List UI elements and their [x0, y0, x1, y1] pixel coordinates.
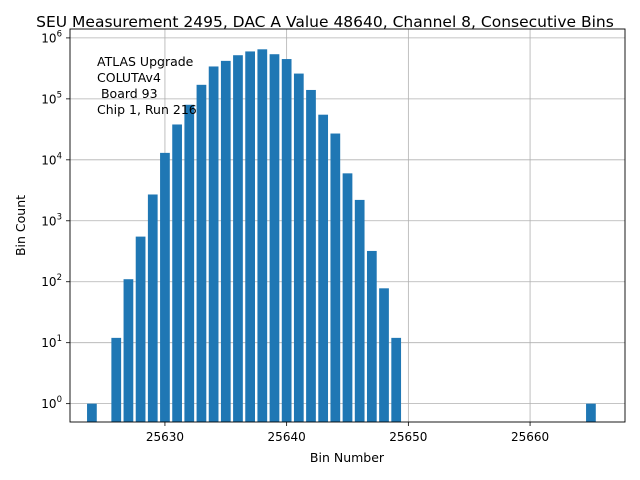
bars: [87, 49, 596, 423]
bar: [391, 337, 402, 422]
chart-title: SEU Measurement 2495, DAC A Value 48640,…: [36, 13, 614, 31]
bar: [220, 60, 231, 422]
y-tick-label: 105: [41, 90, 62, 106]
bar: [366, 250, 377, 422]
annotation-line: Board 93: [97, 86, 158, 101]
annotation-line: Chip 1, Run 216: [97, 102, 197, 117]
bar: [245, 51, 255, 423]
x-tick-label: 25630: [146, 430, 184, 444]
y-tick-label: 104: [41, 151, 62, 167]
y-tick-label: 106: [41, 29, 62, 45]
bar: [196, 84, 207, 422]
bar: [269, 54, 280, 423]
y-tick-label: 101: [41, 334, 62, 350]
bar: [342, 173, 353, 422]
bar: [586, 403, 596, 422]
x-axis-ticks: 25630 25640 25650 25660: [146, 422, 549, 444]
x-tick-label: 25660: [511, 430, 549, 444]
y-tick-label: 103: [41, 212, 62, 228]
bar: [87, 403, 97, 422]
y-axis-label: Bin Count: [13, 195, 28, 256]
annotation-line: ATLAS Upgrade: [97, 54, 194, 69]
bar: [123, 279, 134, 422]
bar: [293, 73, 304, 422]
bar: [233, 55, 243, 423]
annotation-line: COLUTAv4: [97, 70, 161, 85]
y-tick-label: 100: [41, 395, 62, 411]
bar: [257, 49, 268, 422]
bar: [172, 124, 182, 422]
bar: [318, 114, 329, 422]
bar: [160, 152, 170, 422]
y-axis-ticks: 100 101 102 103 104 105 106: [41, 29, 70, 411]
bar: [111, 337, 122, 422]
plot-frame: [69, 28, 626, 423]
bar: [208, 66, 219, 422]
bar: [379, 288, 389, 422]
x-tick-label: 25650: [389, 430, 427, 444]
bar: [330, 133, 341, 422]
bar: [354, 199, 365, 422]
x-tick-label: 25640: [268, 430, 306, 444]
bar: [135, 236, 146, 422]
bar: [281, 59, 292, 423]
y-tick-label: 102: [41, 273, 62, 289]
bar: [147, 194, 158, 422]
bar: [306, 89, 316, 422]
x-axis-label: Bin Number: [310, 450, 385, 465]
bar: [184, 104, 195, 423]
